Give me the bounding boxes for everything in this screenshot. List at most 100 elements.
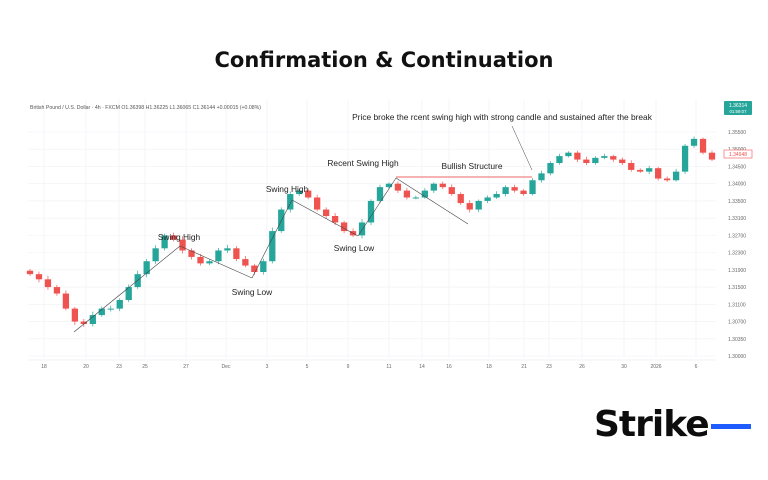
candle-body [107, 308, 114, 310]
candle-body [637, 169, 644, 172]
candle-body [367, 200, 375, 223]
candle-body [251, 265, 258, 272]
candle-body [62, 293, 70, 309]
candle-body [242, 259, 249, 266]
brand-logo: Strike [594, 404, 751, 445]
date-tick-label: 20 [83, 364, 89, 370]
price-tick-label: 1.33500 [728, 199, 746, 205]
date-tick-label: 6 [695, 364, 698, 370]
candle-body [520, 190, 527, 195]
candle-body [511, 187, 518, 191]
structure-line [291, 199, 359, 237]
candle-body [574, 152, 581, 160]
annotation-label: Recent Swing High [327, 158, 399, 168]
candle-body [215, 250, 222, 262]
price-tick-label: 1.31100 [728, 302, 746, 308]
candle-body [592, 157, 599, 164]
date-tick-label: 27 [183, 364, 189, 370]
date-tick-label: 30 [621, 364, 627, 370]
candle-body [681, 145, 689, 172]
candle-body [116, 300, 123, 309]
date-tick-label: 23 [116, 364, 122, 370]
date-tick-label: 25 [142, 364, 148, 370]
candle-body [26, 270, 34, 275]
price-tick-label: 1.30350 [728, 337, 746, 343]
date-tick-label: 21 [521, 364, 527, 370]
candle-body [305, 190, 312, 198]
price-tick-label: 1.32700 [728, 233, 746, 239]
candle-body [269, 231, 276, 262]
logo-underline [710, 423, 751, 429]
price-tick-label: 1.33100 [728, 216, 746, 222]
candle-body [439, 183, 446, 188]
candle-body [197, 256, 204, 264]
price-tick-label: 1.32300 [728, 251, 746, 257]
annotation-label: Swing Low [334, 243, 375, 253]
candle-body [224, 248, 231, 251]
candle-body [466, 203, 473, 210]
annotation-label: Price broke the rcent swing high with st… [352, 112, 653, 122]
candle-body [708, 152, 716, 160]
callout-line [511, 125, 533, 171]
candle-body [565, 152, 572, 157]
candle-body [296, 190, 303, 195]
structure-line [395, 177, 469, 225]
candle-body [663, 178, 671, 181]
candle-body [322, 209, 330, 216]
candle-body [538, 173, 545, 181]
candle-body [170, 235, 177, 240]
candle-body [340, 222, 348, 232]
candle-body [583, 159, 590, 164]
candle-body [475, 200, 482, 210]
annotation-label: Swing High [158, 232, 201, 242]
chart-grid [28, 100, 716, 358]
candle-body [125, 287, 132, 300]
candle-body [699, 138, 707, 153]
candle-body [331, 216, 339, 223]
candle-body [188, 250, 195, 257]
candle-body [376, 187, 384, 201]
annotation-label: Bullish Structure [442, 161, 503, 171]
date-tick-label: 3 [266, 364, 269, 370]
candle-body [628, 163, 635, 170]
candle-body [457, 194, 464, 204]
current-price-badge [723, 149, 753, 159]
date-tick-label: 14 [419, 364, 425, 370]
candle-body [430, 183, 437, 191]
candle-body [80, 321, 87, 324]
date-tick-label: 18 [486, 364, 492, 370]
structure-line [251, 199, 293, 279]
symbol-info: British Pound / U.S. Dollar · 4h · FXCM … [30, 105, 261, 111]
candle-body [529, 180, 536, 195]
candle-body [179, 239, 186, 251]
candle-body [421, 190, 428, 198]
candle-body [89, 315, 96, 324]
price-tick-label: 1.34000 [728, 182, 746, 188]
candle-body [502, 187, 509, 195]
structure-line [73, 245, 181, 333]
candle-body [655, 168, 662, 179]
candle-body [287, 194, 294, 210]
date-tick-label: 16 [446, 364, 452, 370]
current-price-value: 1.34948 [729, 152, 747, 158]
candle-body [35, 274, 43, 280]
candle-body [484, 197, 491, 201]
candle-body [403, 190, 411, 198]
candle-body [44, 279, 52, 288]
candle-body [358, 222, 366, 236]
date-tick-label: 26 [579, 364, 585, 370]
price-tick-label: 1.30000 [728, 354, 746, 360]
candle-body [690, 138, 698, 146]
candle-body [260, 261, 267, 272]
page-title: Confirmation & Continuation [214, 48, 554, 72]
price-tick-label: 1.30700 [728, 320, 746, 326]
candle-body [53, 287, 61, 294]
candle-body [601, 156, 608, 158]
candle-body [394, 183, 402, 191]
date-tick-label: Dec [222, 364, 231, 370]
candle-body [152, 248, 159, 262]
axes: 1.355001.350001.345001.340001.335001.331… [28, 101, 753, 370]
candle-body [98, 308, 105, 316]
date-tick-label: 23 [546, 364, 552, 370]
